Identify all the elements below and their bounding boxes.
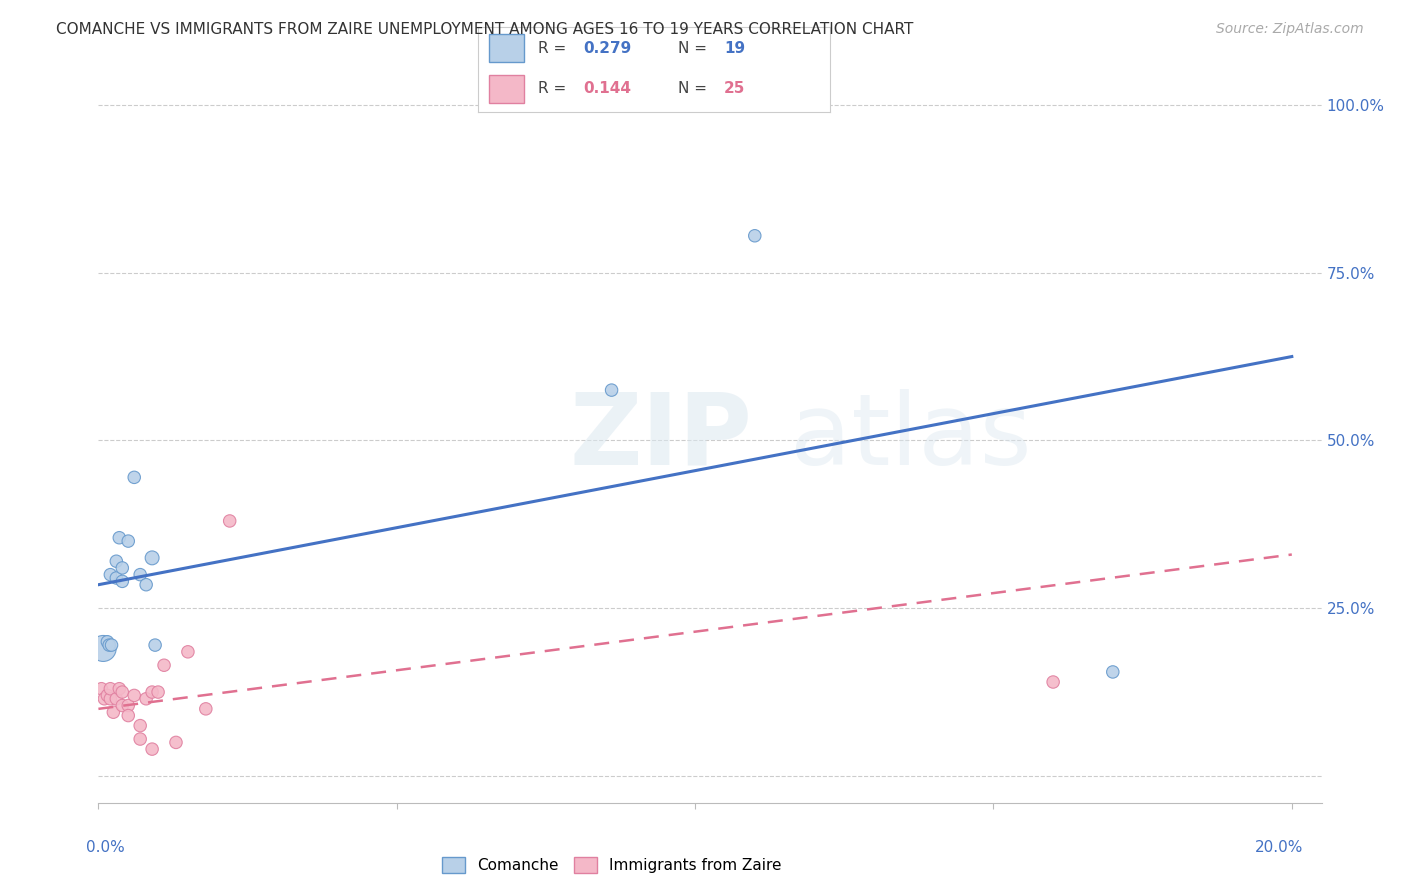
Point	[135, 691, 157, 706]
Point	[96, 634, 118, 648]
Point	[165, 735, 187, 749]
Point	[141, 742, 163, 756]
Point	[122, 470, 145, 484]
Point	[98, 567, 121, 582]
Point	[90, 681, 112, 696]
Text: COMANCHE VS IMMIGRANTS FROM ZAIRE UNEMPLOYMENT AMONG AGES 16 TO 19 YEARS CORRELA: COMANCHE VS IMMIGRANTS FROM ZAIRE UNEMPL…	[56, 22, 914, 37]
Point	[194, 702, 217, 716]
Text: Source: ZipAtlas.com: Source: ZipAtlas.com	[1216, 22, 1364, 37]
Text: 0.279: 0.279	[583, 41, 631, 56]
Point	[105, 691, 128, 706]
Point	[218, 514, 240, 528]
Point	[96, 689, 118, 703]
Text: 25: 25	[724, 80, 745, 95]
Point	[1101, 665, 1123, 679]
Point	[100, 638, 122, 652]
Point	[135, 578, 157, 592]
Point	[129, 732, 152, 747]
Point	[117, 708, 139, 723]
Point	[600, 383, 623, 397]
Text: 19: 19	[724, 41, 745, 56]
Text: 0.144: 0.144	[583, 80, 631, 95]
Point	[143, 638, 166, 652]
Point	[105, 554, 128, 568]
Point	[98, 691, 121, 706]
FancyBboxPatch shape	[489, 35, 524, 62]
Point	[141, 685, 163, 699]
Point	[98, 638, 121, 652]
Point	[177, 645, 200, 659]
Text: N =: N =	[678, 80, 713, 95]
FancyBboxPatch shape	[489, 75, 524, 103]
Point	[105, 571, 128, 585]
Point	[108, 531, 131, 545]
Text: R =: R =	[538, 41, 571, 56]
Point	[108, 681, 131, 696]
Point	[98, 681, 121, 696]
Point	[111, 698, 134, 713]
Legend: Comanche, Immigrants from Zaire: Comanche, Immigrants from Zaire	[436, 850, 787, 880]
Point	[146, 685, 169, 699]
Point	[744, 228, 766, 243]
Point	[103, 705, 125, 719]
Point	[91, 641, 114, 656]
Text: 20.0%: 20.0%	[1256, 839, 1303, 855]
Text: atlas: atlas	[790, 389, 1031, 485]
Point	[117, 534, 139, 549]
Point	[93, 691, 115, 706]
Point	[129, 567, 152, 582]
Text: 0.0%: 0.0%	[87, 839, 125, 855]
Point	[1042, 675, 1064, 690]
Point	[141, 550, 163, 565]
Text: ZIP: ZIP	[569, 389, 752, 485]
Point	[122, 689, 145, 703]
Point	[111, 561, 134, 575]
Point	[111, 685, 134, 699]
Text: R =: R =	[538, 80, 571, 95]
Point	[117, 698, 139, 713]
Point	[153, 658, 176, 673]
Point	[129, 718, 152, 732]
Point	[111, 574, 134, 589]
Text: N =: N =	[678, 41, 713, 56]
